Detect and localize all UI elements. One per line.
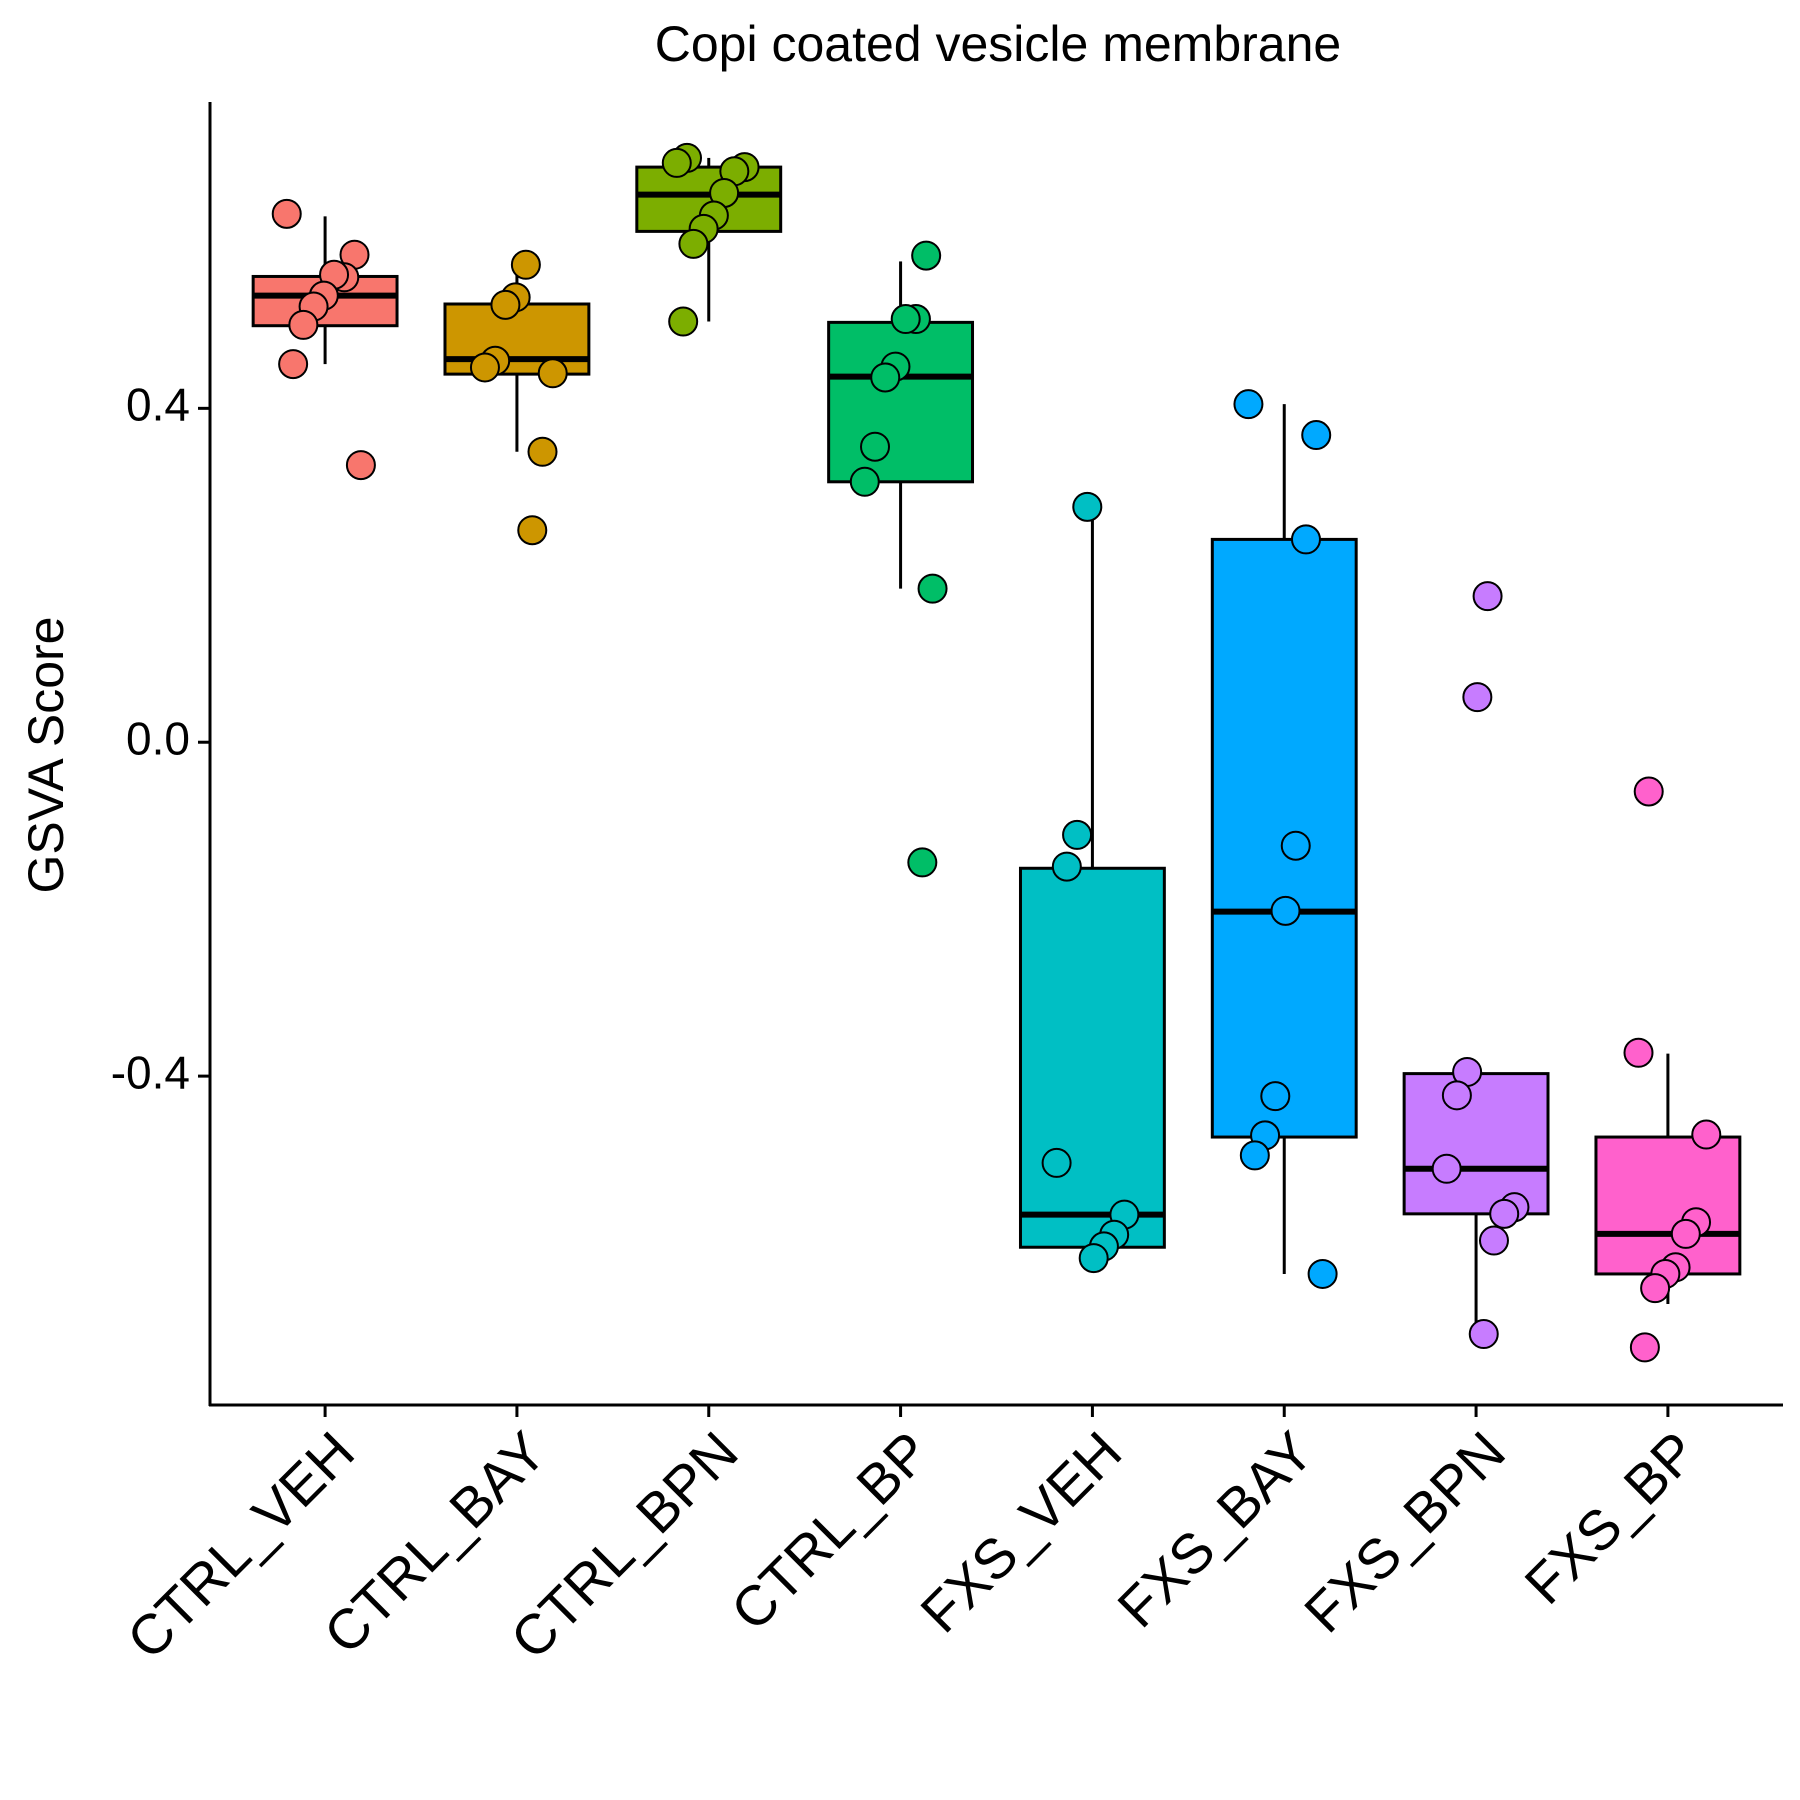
data-point	[1472, 581, 1503, 612]
y-axis-label: GSVA Score	[18, 617, 74, 894]
data-point	[1623, 1037, 1654, 1068]
data-point	[1233, 389, 1264, 420]
data-point	[1078, 1243, 1109, 1274]
data-point	[490, 289, 521, 320]
data-point	[1051, 851, 1082, 882]
data-point	[1041, 1147, 1072, 1178]
data-point	[1633, 776, 1664, 807]
data-point	[1260, 1081, 1291, 1112]
data-point	[1072, 491, 1103, 522]
x-tick-label: FXS_VEH	[908, 1419, 1133, 1644]
y-tick-label: 0.4	[126, 378, 190, 430]
data-point	[1290, 524, 1321, 555]
data-point	[860, 431, 891, 462]
box	[443, 302, 591, 376]
data-point	[1062, 819, 1093, 850]
box	[827, 320, 975, 484]
data-point	[678, 228, 709, 259]
data-point	[510, 249, 541, 280]
data-point	[890, 304, 921, 335]
data-point	[917, 573, 948, 604]
x-tick-label: CTRL_BP	[719, 1419, 942, 1642]
data-point	[1691, 1119, 1722, 1150]
data-point	[849, 466, 880, 497]
data-point	[1301, 420, 1332, 451]
data-point	[1280, 830, 1311, 861]
data-point	[1489, 1198, 1520, 1229]
x-tick-label: FXS_BAY	[1105, 1419, 1325, 1639]
data-point	[537, 358, 568, 389]
data-point	[278, 349, 309, 380]
data-point	[469, 352, 500, 383]
data-point	[1670, 1218, 1701, 1249]
box	[1018, 866, 1166, 1249]
data-point	[345, 450, 376, 481]
chart-title: Copi coated vesicle membrane	[655, 16, 1341, 72]
data-point	[911, 240, 942, 271]
data-point	[668, 306, 699, 337]
data-point	[661, 147, 692, 178]
data-point	[271, 198, 302, 229]
x-tick-label: FXS_BPN	[1292, 1419, 1517, 1644]
data-point	[1468, 1319, 1499, 1350]
x-tick-label: FXS_BP	[1512, 1419, 1708, 1615]
data-point	[870, 362, 901, 393]
data-point	[1441, 1080, 1472, 1111]
box	[1402, 1072, 1550, 1216]
data-point	[1629, 1332, 1660, 1363]
data-point	[1239, 1140, 1270, 1171]
data-point	[907, 847, 938, 878]
data-point	[1478, 1225, 1509, 1256]
box	[1594, 1135, 1742, 1276]
data-point	[1307, 1258, 1338, 1289]
y-tick-label: 0.0	[126, 712, 190, 764]
data-point	[1640, 1273, 1671, 1304]
data-point	[1431, 1153, 1462, 1184]
data-point	[1270, 895, 1301, 926]
data-point	[288, 309, 319, 340]
data-point	[1462, 682, 1493, 713]
y-tick-label: -0.4	[111, 1046, 190, 1098]
data-point	[517, 515, 548, 546]
data-point	[527, 436, 558, 467]
